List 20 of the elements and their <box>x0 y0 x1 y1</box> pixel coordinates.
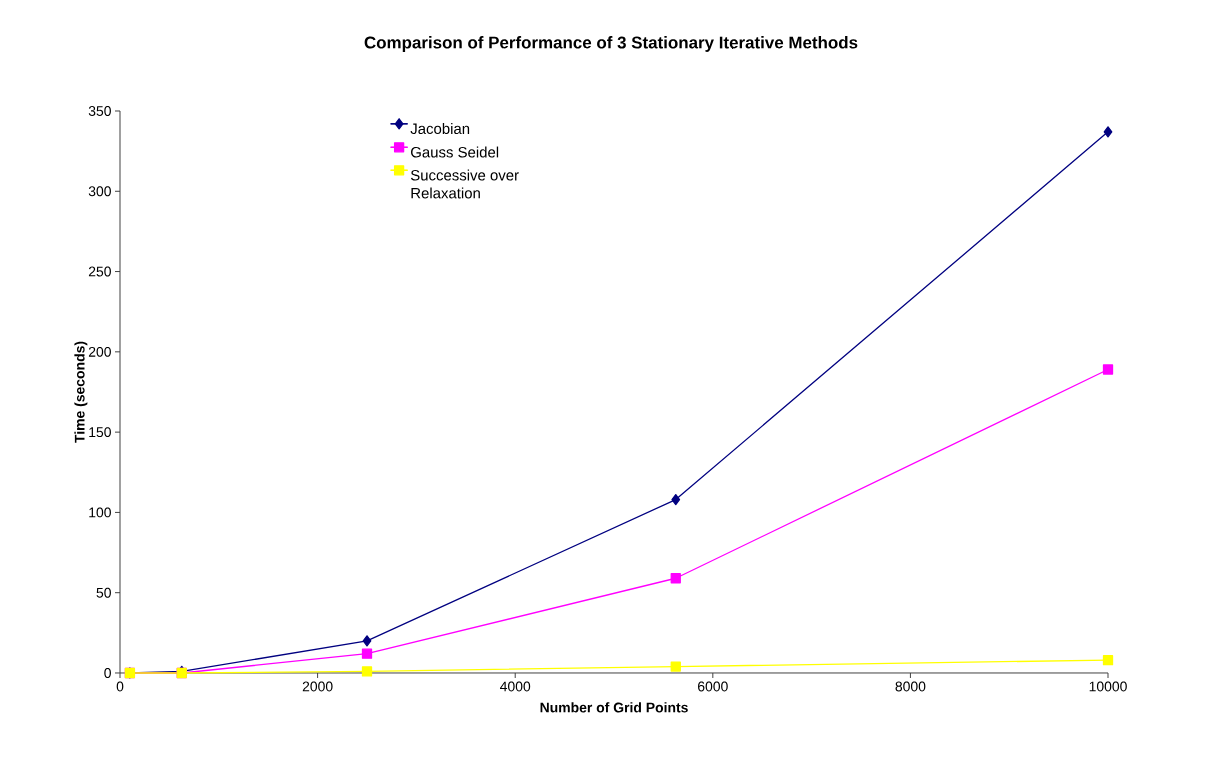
y-tick-label: 50 <box>96 587 111 598</box>
y-tick-label: 100 <box>89 507 111 518</box>
y-tick-label: 0 <box>104 668 111 678</box>
x-axis-title: Number of Grid Points <box>540 702 688 713</box>
y-tick-label: 250 <box>88 266 111 277</box>
y-tick-label: 350 <box>88 106 111 116</box>
legend-label: Successive over Relaxation <box>410 169 519 199</box>
x-tick-label: 6000 <box>698 681 728 692</box>
legend-label: Gauss Seidel <box>411 146 499 158</box>
x-tick-label: 0 <box>116 681 124 692</box>
x-tick-label: 2000 <box>302 681 333 692</box>
y-tick-label: 150 <box>89 427 111 438</box>
x-tick-label: 8000 <box>895 681 926 692</box>
legend-label: Jacobian <box>410 123 470 135</box>
y-tick-label: 300 <box>88 186 111 197</box>
y-axis-title: Time (seconds) <box>74 341 88 443</box>
x-tick-label: 10000 <box>1089 681 1127 692</box>
chart-title: Comparison of Performance of 3 Stationary Iterative Methods <box>364 36 858 52</box>
x-tick-label: 4000 <box>500 681 531 692</box>
y-tick-label: 200 <box>88 346 111 357</box>
